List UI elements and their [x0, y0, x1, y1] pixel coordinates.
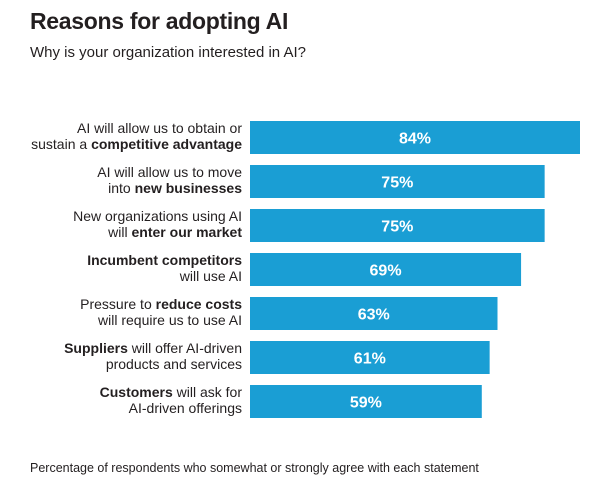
bar-7: [250, 385, 482, 418]
bar-2: [250, 165, 545, 198]
category-label-5: Pressure to reduce costs will require us …: [80, 296, 242, 328]
category-label-1: AI will allow us to obtain or sustain a c…: [31, 120, 242, 152]
bar-value-label-3: 75%: [381, 219, 413, 236]
bar-value-label-2: 75%: [381, 175, 413, 192]
bar-value-label-4: 69%: [370, 263, 402, 280]
bar-5: [250, 297, 498, 330]
chart-footnote: Percentage of respondents who somewhat o…: [30, 461, 479, 475]
bar-1: [250, 121, 580, 154]
bar-value-label-7: 59%: [350, 395, 382, 412]
chart-title: Reasons for adopting AI: [30, 8, 289, 34]
category-label-6: Suppliers will offer AI-driven products a…: [64, 340, 242, 372]
category-label-7: Customers will ask for AI-driven offering…: [100, 384, 243, 416]
bar-value-label-1: 84%: [399, 131, 431, 148]
bar-3: [250, 209, 545, 242]
chart-subtitle: Why is your organization interested in A…: [30, 44, 306, 61]
category-label-3: New organizations using AI will enter our…: [73, 208, 242, 240]
category-label-4: Incumbent competitors will use AI: [87, 252, 242, 284]
bar-value-label-6: 61%: [354, 351, 386, 368]
bar-value-label-5: 63%: [358, 307, 390, 324]
bar-6: [250, 341, 490, 374]
bar-4: [250, 253, 522, 286]
category-label-2: AI will allow us to move into new busines…: [97, 164, 242, 196]
